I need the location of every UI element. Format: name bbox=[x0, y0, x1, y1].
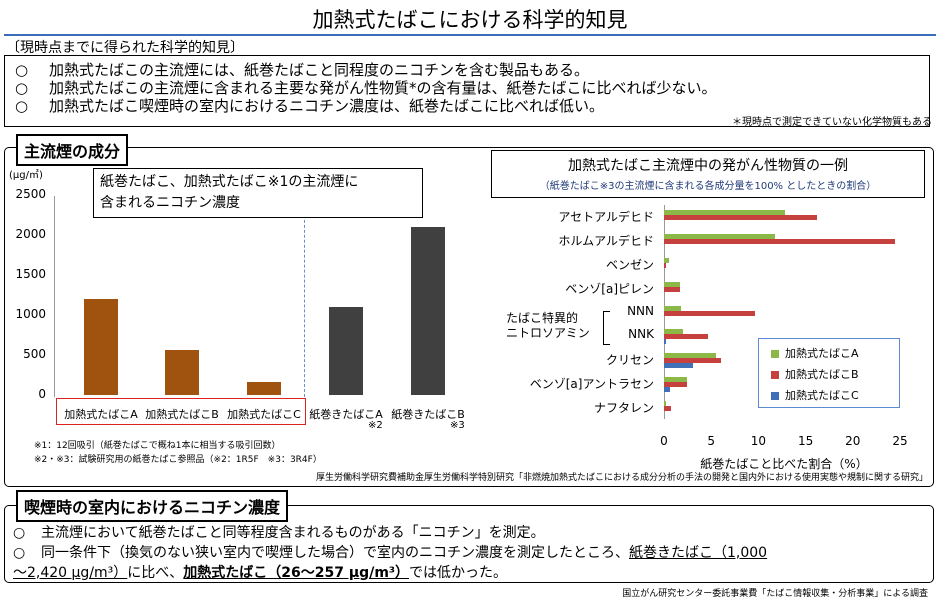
carcinogen-bar bbox=[664, 234, 776, 239]
carcinogen-category-label: NNN bbox=[627, 304, 654, 318]
finding-3: ○ 加熱式たばこ喫煙時の室内におけるニコチン濃度は、紙巻たばこに比べれば低い。 bbox=[15, 97, 605, 115]
legend-item-c: 加熱式たばこC bbox=[771, 387, 859, 403]
legend-item-b: 加熱式たばこB bbox=[771, 366, 859, 382]
finding-1: ○ 加熱式たばこの主流煙には、紙巻たばこと同程度のニコチンを含む製品もある。 bbox=[15, 61, 590, 79]
carcinogen-category-label: ベンゼン bbox=[605, 258, 654, 272]
carcinogen-bar bbox=[664, 239, 896, 244]
chart-divider bbox=[304, 195, 305, 397]
nicotine-y-tick: 2500 bbox=[15, 187, 46, 201]
carcinogen-bar bbox=[664, 382, 687, 387]
findings-heading: 〔現時点までに得られた科学的知見〕 bbox=[6, 40, 244, 56]
indoor-line-3: ～2,420 μg/m³）に比べ、加熱式たばこ（26～257 μg/m³）では低… bbox=[13, 565, 508, 581]
indoor-panel: ○ 主流煙において紙巻たばこと同等程度含まれるものがある「ニコチン」を測定。 ○ 同… bbox=[4, 505, 934, 583]
nicotine-x-label: 紙巻きたばこB bbox=[391, 408, 465, 421]
carcinogen-bar bbox=[664, 387, 670, 392]
carcinogen-x-tick: 10 bbox=[750, 434, 767, 448]
carcinogen-bar bbox=[664, 210, 785, 215]
carcinogen-bar bbox=[664, 258, 669, 263]
carcinogen-bar bbox=[664, 306, 681, 311]
page-title: 加熱式たばこにおける科学的知見 bbox=[312, 8, 628, 32]
nicotine-x-label: 加熱式たばこA bbox=[64, 408, 138, 421]
carcinogen-bar bbox=[664, 406, 671, 411]
carcinogen-legend: 加熱式たばこA 加熱式たばこB 加熱式たばこC bbox=[758, 338, 900, 408]
carcinogen-category-label: ベンゾ[a]ピレン bbox=[565, 282, 654, 296]
heated-products-highlight bbox=[56, 398, 306, 425]
carcinogen-bar bbox=[664, 363, 694, 368]
nicotine-bar bbox=[247, 382, 281, 395]
finding-2: ○ 加熱式たばこの主流煙に含まれる主要な発がん性物質*の含有量は、紙巻たばこに比べ… bbox=[15, 79, 717, 97]
footnote-2: ※2・※3：試験研究用の紙巻たばこ参照品（※2：1R5F ※3：3R4F） bbox=[34, 455, 322, 465]
carcinogen-x-tick: 5 bbox=[707, 434, 715, 448]
nicotine-y-tick: 1500 bbox=[15, 267, 46, 281]
nicotine-y-axis bbox=[54, 196, 55, 397]
nicotine-bar bbox=[329, 307, 363, 395]
carcinogen-bar bbox=[664, 401, 666, 406]
nicotine-y-tick: 0 bbox=[38, 387, 46, 401]
nicotine-x-note: ※3 bbox=[450, 420, 465, 431]
carcinogen-category-label: ナフタレン bbox=[593, 401, 654, 415]
indoor-line-1: ○ 主流煙において紙巻たばこと同等程度含まれるものがある「ニコチン」を測定。 bbox=[13, 525, 545, 541]
nicotine-y-tick: 500 bbox=[23, 347, 46, 361]
carcinogen-category-label: ベンゾ[a]アントラセン bbox=[529, 377, 654, 391]
nitrosamine-bracket bbox=[603, 311, 610, 345]
nicotine-y-unit: (μg/㎥) bbox=[9, 170, 43, 181]
carcinogen-bar bbox=[664, 215, 817, 220]
carcinogen-bar bbox=[664, 287, 681, 292]
carcinogen-category-label: アセトアルデヒド bbox=[558, 210, 654, 224]
nicotine-bar bbox=[84, 299, 118, 395]
nicotine-x-label: 加熱式たばこB bbox=[145, 408, 219, 421]
carcinogen-category-label: NNK bbox=[628, 327, 654, 341]
carcinogen-chart-subtitle: （紙巻たばこ※3の主流煙に含まれる各成分量を100% としたときの割合） bbox=[539, 181, 877, 192]
carcinogen-bar bbox=[664, 377, 687, 382]
title-rule bbox=[4, 34, 936, 36]
smoke-section-tab: 主流煙の成分 bbox=[16, 134, 129, 166]
smoke-panel bbox=[4, 147, 934, 487]
carcinogen-bar bbox=[664, 358, 721, 363]
nicotine-y-tick: 2000 bbox=[15, 227, 46, 241]
indoor-line-2: ○ 同一条件下（換気のない狭い室内で喫煙した場合）で室内のニコチン濃度を測定したと… bbox=[13, 545, 768, 561]
legend-item-a: 加熱式たばこA bbox=[771, 345, 859, 361]
footnote-1: ※1：12回吸引（紙巻たばこで概ね1本に相当する吸引回数） bbox=[34, 441, 281, 451]
nicotine-x-note: ※2 bbox=[368, 420, 383, 431]
carcinogen-bar bbox=[664, 353, 716, 358]
nicotine-chart-title: 紙巻たばこ、加熱式たばこ※1の主流煙に 含まれるニコチン濃度 bbox=[93, 168, 423, 218]
indoor-source: 国立がん研究センター委託事業費「たばこ情報収集・分析事業」による調査 bbox=[622, 589, 928, 599]
findings-box: ○ 加熱式たばこの主流煙には、紙巻たばこと同程度のニコチンを含む製品もある。 ○ 加… bbox=[4, 55, 930, 127]
carcinogen-x-tick: 15 bbox=[797, 434, 814, 448]
carcinogen-chart-title: 加熱式たばこ主流煙中の発がん性物質の一例 bbox=[568, 158, 848, 174]
carcinogen-bar bbox=[664, 339, 666, 344]
nitrosamine-group-label-1: たばこ特異的 bbox=[506, 311, 579, 325]
indoor-section-tab: 喫煙時の室内におけるニコチン濃度 bbox=[16, 490, 289, 522]
nitrosamine-group-label-2: ニトロソアミン bbox=[506, 326, 590, 340]
carcinogen-category-label: ホルムアルデヒド bbox=[558, 234, 654, 248]
nicotine-x-label: 加熱式たばこC bbox=[227, 408, 301, 421]
nicotine-y-tick: 1000 bbox=[15, 307, 46, 321]
carcinogen-x-tick: 0 bbox=[660, 434, 668, 448]
nicotine-bar bbox=[411, 227, 445, 395]
carcinogen-x-tick: 20 bbox=[845, 434, 861, 448]
carcinogen-title-box bbox=[491, 150, 925, 198]
carcinogen-bar bbox=[664, 334, 709, 339]
carcinogen-bar bbox=[664, 282, 681, 287]
carcinogen-category-label: クリセン bbox=[605, 353, 654, 367]
nicotine-x-label: 紙巻きたばこA bbox=[309, 408, 383, 421]
carcinogen-bar bbox=[664, 329, 683, 334]
carcinogen-bar bbox=[664, 311, 755, 316]
carcinogen-bar bbox=[664, 263, 666, 268]
carcinogen-x-label: 紙巻たばこと比べた割合（%） bbox=[700, 457, 868, 471]
findings-note: ＊現時点で測定できていない化学物質もある bbox=[732, 117, 932, 128]
carcinogen-x-tick: 25 bbox=[892, 434, 908, 448]
smoke-source: 厚生労働科学研究費補助金厚生労働科学特別研究「非燃焼加熱式たばこにおける成分分析… bbox=[315, 473, 928, 483]
nicotine-bar bbox=[165, 350, 199, 395]
